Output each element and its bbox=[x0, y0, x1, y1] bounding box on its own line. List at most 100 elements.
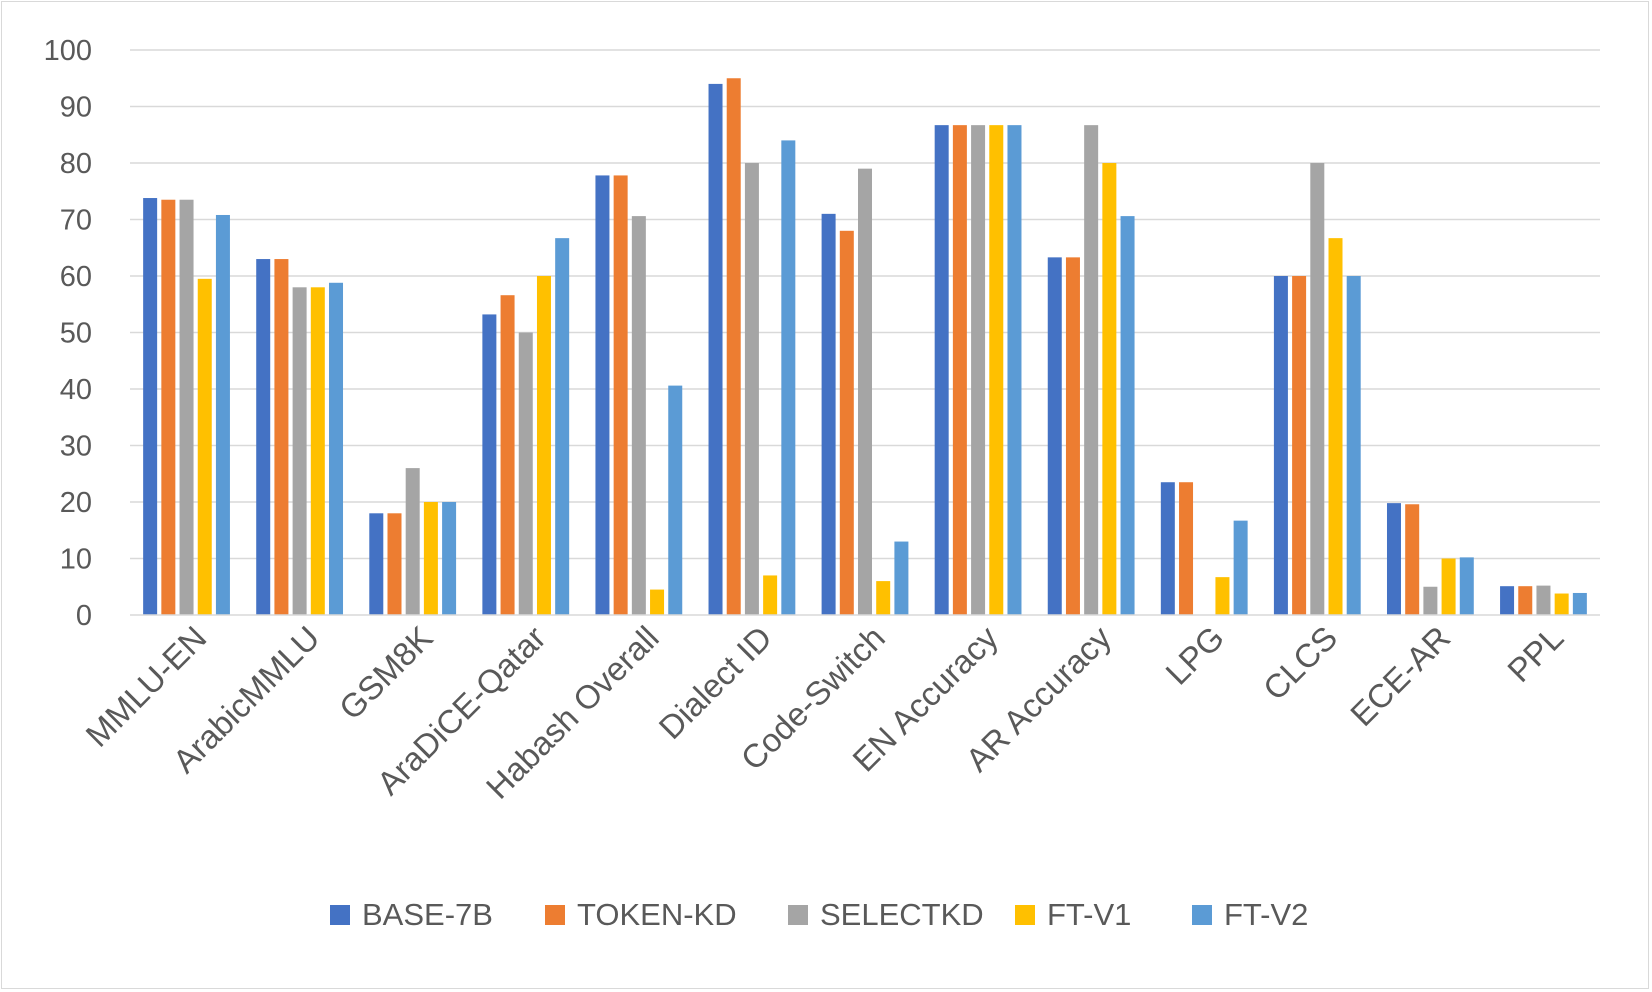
bar-selectkd-ar-accuracy bbox=[1084, 125, 1099, 616]
bar-token-kd-aradice-qatar bbox=[500, 295, 515, 615]
bar-base-7b-arabicmmlu bbox=[256, 259, 271, 615]
x-tick-label: CLCS bbox=[1256, 619, 1344, 707]
y-tick-label: 90 bbox=[60, 92, 92, 124]
bar-ft-v2-dialect-id bbox=[781, 140, 796, 615]
legend-item-base-7b: BASE-7B bbox=[330, 897, 493, 932]
y-tick-label: 0 bbox=[76, 600, 92, 632]
legend-swatch bbox=[1192, 905, 1212, 925]
y-tick-label: 100 bbox=[44, 35, 92, 67]
bar-ft-v1-habash-overall bbox=[650, 589, 665, 615]
bar-ft-v1-arabicmmlu bbox=[310, 287, 325, 615]
bar-base-7b-habash-overall bbox=[595, 175, 610, 615]
bar-ft-v1-ar-accuracy bbox=[1102, 163, 1117, 615]
bar-token-kd-habash-overall bbox=[613, 175, 628, 615]
bar-base-7b-ppl bbox=[1500, 586, 1515, 615]
bar-ft-v2-mmlu-en bbox=[215, 214, 230, 616]
bar-ft-v1-gsm8k bbox=[423, 502, 438, 615]
y-tick-label: 50 bbox=[60, 318, 92, 350]
bar-base-7b-ar-accuracy bbox=[1047, 257, 1062, 615]
y-tick-label: 60 bbox=[60, 261, 92, 293]
bar-ft-v1-ppl bbox=[1554, 593, 1569, 615]
y-tick-label: 30 bbox=[60, 431, 92, 463]
x-tick-label: LPG bbox=[1158, 619, 1231, 692]
bar-token-kd-ece-ar bbox=[1405, 504, 1420, 615]
bar-selectkd-clcs bbox=[1310, 163, 1325, 615]
bar-token-kd-lpg bbox=[1179, 482, 1194, 615]
y-tick-label: 20 bbox=[60, 487, 92, 519]
bar-ft-v1-code-switch bbox=[876, 581, 891, 615]
bar-token-kd-clcs bbox=[1292, 276, 1307, 615]
bar-selectkd-ppl bbox=[1536, 585, 1551, 615]
bar-base-7b-en-accuracy bbox=[934, 125, 949, 616]
x-tick-label: PPL bbox=[1500, 619, 1570, 689]
bars bbox=[143, 78, 1587, 616]
bar-token-kd-ar-accuracy bbox=[1065, 257, 1080, 615]
bar-base-7b-gsm8k bbox=[369, 513, 384, 615]
legend-item-ft-v2: FT-V2 bbox=[1192, 897, 1308, 932]
legend-item-ft-v1: FT-V1 bbox=[1015, 897, 1131, 932]
x-tick-label: ECE-AR bbox=[1343, 619, 1457, 733]
bar-base-7b-aradice-qatar bbox=[482, 314, 497, 615]
bar-base-7b-clcs bbox=[1273, 276, 1288, 615]
legend-label: BASE-7B bbox=[362, 897, 493, 932]
bar-selectkd-mmlu-en bbox=[179, 199, 194, 615]
bar-base-7b-lpg bbox=[1160, 482, 1175, 615]
bar-ft-v2-aradice-qatar bbox=[555, 238, 570, 615]
bar-selectkd-code-switch bbox=[858, 168, 872, 615]
legend-label: FT-V1 bbox=[1047, 897, 1131, 932]
y-axis-ticks: 0 10 20 30 40 50 60 70 80 90 100 bbox=[44, 35, 92, 632]
bar-base-7b-dialect-id bbox=[708, 83, 723, 615]
bar-selectkd-arabicmmlu bbox=[292, 287, 307, 615]
bar-token-kd-en-accuracy bbox=[952, 125, 967, 616]
bar-ft-v1-en-accuracy bbox=[989, 125, 1004, 616]
bar-token-kd-gsm8k bbox=[387, 513, 402, 615]
bar-base-7b-ece-ar bbox=[1386, 503, 1401, 615]
y-tick-label: 10 bbox=[60, 544, 92, 576]
bar-token-kd-code-switch bbox=[839, 230, 854, 616]
bar-token-kd-mmlu-en bbox=[161, 199, 176, 615]
bar-ft-v1-dialect-id bbox=[763, 575, 778, 615]
bar-selectkd-en-accuracy bbox=[971, 125, 986, 616]
legend-swatch bbox=[545, 905, 565, 925]
bar-base-7b-mmlu-en bbox=[143, 198, 158, 615]
y-tick-label: 40 bbox=[60, 374, 92, 406]
bar-selectkd-aradice-qatar bbox=[518, 332, 533, 615]
bar-ft-v2-arabicmmlu bbox=[329, 282, 344, 615]
bar-ft-v2-gsm8k bbox=[442, 502, 457, 615]
bar-ft-v2-code-switch bbox=[894, 541, 909, 615]
bar-ft-v1-clcs bbox=[1328, 238, 1343, 615]
bar-selectkd-habash-overall bbox=[631, 216, 646, 616]
bar-ft-v1-aradice-qatar bbox=[536, 276, 551, 615]
bar-ft-v2-en-accuracy bbox=[1007, 125, 1022, 616]
y-tick-label: 80 bbox=[60, 148, 92, 180]
bar-ft-v2-habash-overall bbox=[668, 385, 683, 615]
bar-selectkd-gsm8k bbox=[405, 468, 420, 615]
legend-item-token-kd: TOKEN-KD bbox=[545, 897, 737, 932]
y-tick-label: 70 bbox=[60, 205, 92, 237]
legend-item-selectkd: SELECTKD bbox=[788, 897, 984, 932]
bar-ft-v1-lpg bbox=[1215, 577, 1230, 615]
bar-ft-v2-lpg bbox=[1233, 520, 1248, 615]
bar-ft-v1-mmlu-en bbox=[197, 278, 212, 615]
bar-selectkd-dialect-id bbox=[744, 163, 759, 615]
legend-swatch bbox=[1015, 905, 1035, 925]
x-tick-label: GSM8K bbox=[332, 619, 440, 727]
bar-token-kd-arabicmmlu bbox=[274, 259, 289, 615]
legend-swatch bbox=[330, 905, 350, 925]
bar-ft-v2-clcs bbox=[1346, 276, 1361, 615]
bar-ft-v1-ece-ar bbox=[1441, 558, 1456, 615]
legend-label: FT-V2 bbox=[1224, 897, 1308, 932]
legend-label: TOKEN-KD bbox=[577, 897, 737, 932]
bar-ft-v2-ar-accuracy bbox=[1120, 216, 1135, 616]
bar-base-7b-code-switch bbox=[821, 213, 836, 615]
bar-token-kd-dialect-id bbox=[726, 78, 741, 615]
bar-ft-v2-ppl bbox=[1572, 592, 1587, 615]
bar-token-kd-ppl bbox=[1518, 586, 1533, 615]
bar-ft-v2-ece-ar bbox=[1459, 557, 1474, 615]
legend-label: SELECTKD bbox=[820, 897, 984, 932]
bar-selectkd-ece-ar bbox=[1423, 586, 1438, 615]
legend: BASE-7B TOKEN-KD SELECTKD FT-V1 FT-V2 bbox=[330, 897, 1308, 932]
legend-swatch bbox=[788, 905, 808, 925]
